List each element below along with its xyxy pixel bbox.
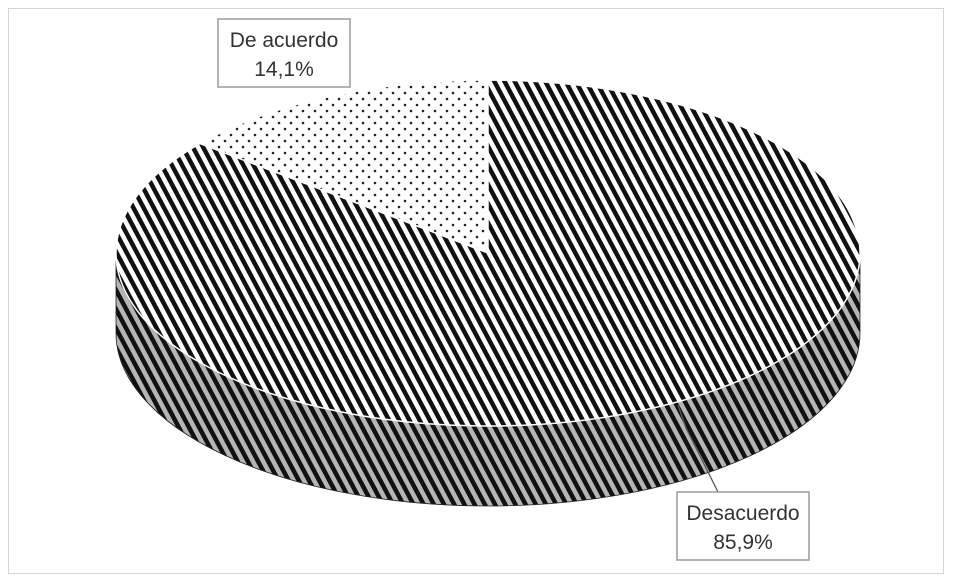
slice-category-label: Desacuerdo [686, 502, 799, 525]
pie-slice-desacuerdo [115, 79, 861, 427]
slice-value-label: 85,9% [713, 531, 773, 554]
data-label-de-acuerdo: De acuerdo 14,1% [217, 18, 351, 88]
slice-value-label: 14,1% [254, 58, 314, 81]
data-label-desacuerdo: Desacuerdo 85,9% [676, 491, 810, 561]
leader-line-desacuerdo [677, 404, 719, 493]
data-label-box [676, 491, 810, 561]
pie-slice-de-acuerdo [198, 79, 489, 255]
data-label-box [217, 18, 351, 88]
slice-category-label: De acuerdo [230, 29, 339, 52]
